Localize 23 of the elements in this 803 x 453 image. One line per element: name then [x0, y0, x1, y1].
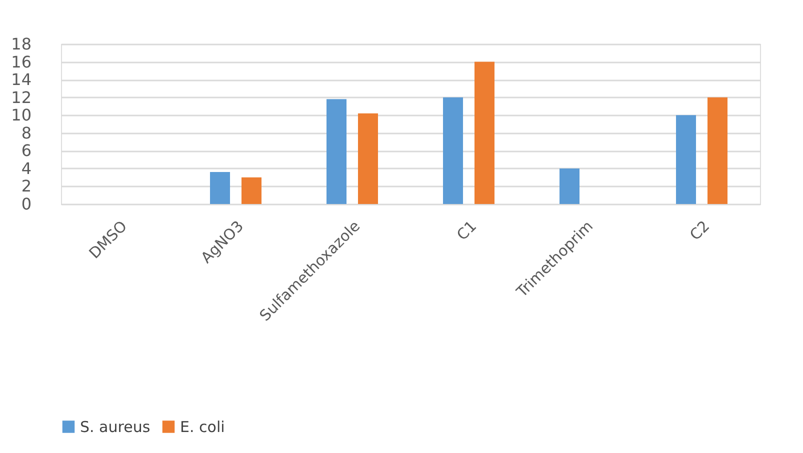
y-tick-label: 0 [21, 194, 32, 214]
y-tick-label: 12 [11, 88, 32, 107]
bar [443, 97, 464, 204]
x-tick-label: C1 [453, 217, 480, 244]
bar [210, 172, 230, 204]
legend-label: E. coli [180, 418, 225, 436]
bar [241, 177, 262, 204]
y-tick-label: 14 [11, 70, 32, 90]
y-tick-label: 18 [11, 34, 32, 54]
bar [676, 115, 696, 204]
y-tick-label: 16 [11, 52, 32, 72]
y-tick-label: 6 [21, 141, 32, 160]
bar [707, 97, 728, 204]
y-tick-label: 10 [11, 106, 32, 125]
y-tick-label: 8 [21, 123, 32, 142]
bar [358, 113, 378, 204]
x-tick-label: C2 [686, 217, 714, 244]
y-tick-label: 4 [21, 158, 32, 178]
y-tick-label: 2 [21, 176, 32, 196]
legend-label: S. aureus [80, 418, 150, 436]
bar [326, 99, 347, 204]
bar [560, 168, 580, 204]
bar [474, 62, 494, 204]
